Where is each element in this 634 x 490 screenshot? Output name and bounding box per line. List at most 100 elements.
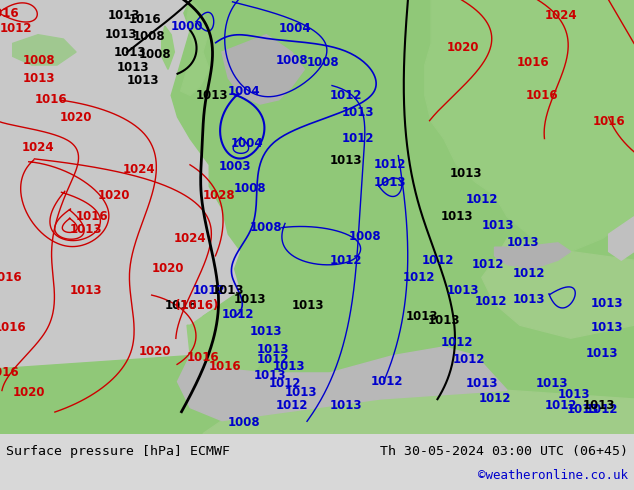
Text: 1016: 1016 [516, 56, 549, 70]
Text: 1016: 1016 [75, 210, 108, 223]
Text: 1016: 1016 [592, 115, 625, 128]
Text: 1020: 1020 [139, 345, 172, 358]
Text: 1012: 1012 [373, 158, 406, 172]
Text: 1013: 1013 [373, 175, 406, 189]
Text: 1013: 1013 [256, 343, 289, 356]
Text: 1012: 1012 [0, 22, 32, 35]
Text: 1013: 1013 [591, 297, 624, 310]
Text: 1012: 1012 [221, 308, 254, 321]
Text: 1008: 1008 [139, 48, 172, 61]
Text: 1008: 1008 [348, 230, 381, 243]
Text: 1013: 1013 [567, 403, 600, 416]
Text: 1012: 1012 [275, 399, 308, 412]
Text: 1012: 1012 [472, 258, 505, 271]
Text: 1013: 1013 [427, 315, 460, 327]
Text: 1012: 1012 [370, 375, 403, 388]
Text: 1013: 1013 [591, 321, 624, 334]
Polygon shape [162, 26, 174, 70]
Polygon shape [222, 35, 304, 104]
Text: 1012: 1012 [475, 295, 508, 308]
Polygon shape [425, 0, 634, 251]
Text: 1008: 1008 [275, 54, 308, 67]
Text: 1016: 1016 [0, 271, 23, 284]
Text: 1012: 1012 [453, 353, 486, 367]
Text: 1013: 1013 [291, 299, 324, 312]
Text: 1024: 1024 [174, 232, 207, 245]
Polygon shape [203, 390, 634, 434]
Text: 1008: 1008 [133, 30, 165, 43]
Polygon shape [0, 0, 634, 434]
Text: 1013: 1013 [342, 106, 375, 119]
Text: 1013: 1013 [513, 293, 546, 306]
Text: 1020: 1020 [152, 262, 184, 275]
Text: 1013: 1013 [285, 386, 318, 399]
Text: 1013: 1013 [23, 72, 56, 85]
Text: 1013: 1013 [583, 399, 616, 412]
Text: 1012: 1012 [478, 392, 511, 405]
Polygon shape [178, 347, 507, 420]
Text: 1004: 1004 [278, 22, 311, 35]
Polygon shape [187, 308, 266, 373]
Text: 1013: 1013 [329, 154, 362, 167]
Text: 1013: 1013 [535, 377, 568, 390]
Text: 1016: 1016 [0, 321, 26, 334]
Text: 1012: 1012 [421, 254, 454, 267]
Text: 1016: 1016 [0, 6, 20, 20]
Text: 1012: 1012 [545, 399, 578, 412]
Text: 1016: 1016 [209, 360, 242, 373]
Text: 1020: 1020 [446, 41, 479, 54]
Text: 1012: 1012 [440, 336, 473, 349]
Text: 1012: 1012 [269, 377, 302, 390]
Text: 1012: 1012 [586, 403, 619, 416]
Text: 1013: 1013 [104, 28, 137, 41]
Text: 1013: 1013 [586, 347, 619, 360]
Text: 1020: 1020 [12, 386, 45, 399]
Text: 1013: 1013 [113, 46, 146, 58]
Text: 1020: 1020 [98, 189, 131, 202]
Polygon shape [482, 239, 634, 338]
Text: 1012: 1012 [402, 271, 435, 284]
Text: 1013: 1013 [126, 74, 159, 87]
Text: 1013: 1013 [465, 377, 498, 390]
Text: 1008: 1008 [23, 54, 56, 67]
Text: 1013: 1013 [450, 167, 482, 180]
Polygon shape [266, 0, 444, 87]
Text: 1013: 1013 [212, 284, 245, 297]
Text: 1000: 1000 [171, 20, 204, 32]
Text: 1013: 1013 [446, 284, 479, 297]
Text: 1013: 1013 [69, 284, 102, 297]
Text: (1016): (1016) [175, 299, 218, 312]
Text: 1016: 1016 [128, 13, 161, 26]
Text: 1003: 1003 [218, 160, 251, 173]
Text: 1012: 1012 [329, 254, 362, 267]
Text: 1013: 1013 [405, 310, 438, 323]
Text: 1012: 1012 [342, 132, 375, 145]
Text: 1013: 1013 [69, 223, 102, 236]
Text: 1012: 1012 [329, 89, 362, 102]
Text: 1008: 1008 [234, 182, 267, 195]
Text: 1024: 1024 [123, 163, 156, 175]
Text: 1016: 1016 [164, 299, 197, 312]
Text: 1013: 1013 [329, 399, 362, 412]
Text: 1013: 1013 [253, 368, 286, 382]
Text: 1016: 1016 [526, 89, 559, 102]
Text: Th 30-05-2024 03:00 UTC (06+45): Th 30-05-2024 03:00 UTC (06+45) [380, 445, 628, 458]
Text: 1020: 1020 [60, 111, 93, 123]
Text: 1013: 1013 [440, 210, 473, 223]
Text: 1013: 1013 [196, 89, 229, 102]
Text: 1013: 1013 [507, 236, 540, 249]
Text: 1013: 1013 [107, 9, 140, 22]
Polygon shape [181, 0, 209, 96]
Polygon shape [495, 243, 571, 269]
Text: 1016: 1016 [34, 93, 67, 106]
Text: 1004: 1004 [231, 137, 264, 149]
Text: ©weatheronline.co.uk: ©weatheronline.co.uk [478, 469, 628, 483]
Text: 1024: 1024 [22, 141, 55, 154]
Text: 1008: 1008 [228, 416, 261, 429]
Text: 1028: 1028 [202, 189, 235, 202]
Text: 1012: 1012 [256, 353, 289, 367]
Text: 1016: 1016 [0, 367, 20, 379]
Text: 1013: 1013 [234, 293, 267, 306]
Text: 1012: 1012 [465, 193, 498, 206]
Text: 1013: 1013 [250, 325, 283, 338]
